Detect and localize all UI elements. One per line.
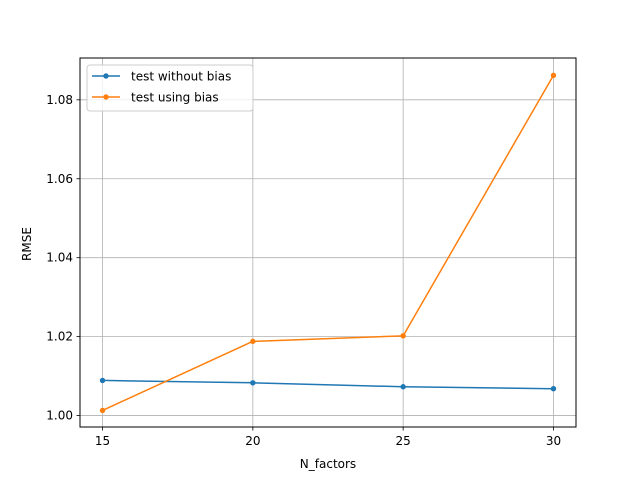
legend-swatch-marker — [103, 94, 109, 100]
x-tick-label: 25 — [396, 434, 411, 448]
x-tick-label: 15 — [95, 434, 110, 448]
legend: test without bias test using bias — [86, 64, 254, 112]
series-1 — [99, 377, 557, 392]
legend-item: test using bias — [92, 91, 219, 105]
y-tick-label: 1.04 — [46, 251, 73, 265]
data-point — [400, 333, 406, 339]
data-point — [99, 377, 106, 384]
x-axis-label: N_factors — [300, 457, 356, 471]
x-tick-label: 20 — [245, 434, 260, 448]
data-point — [400, 384, 406, 390]
data-point — [99, 407, 106, 414]
series-layer — [99, 72, 557, 414]
legend-box — [86, 64, 254, 112]
y-tick-label: 1.00 — [46, 409, 73, 423]
series-line — [102, 379, 554, 390]
series-2 — [99, 72, 557, 414]
data-point — [250, 380, 256, 386]
plot-frame — [79, 57, 577, 428]
legend-label: test using bias — [131, 91, 219, 105]
legend-swatch-marker — [103, 73, 109, 79]
data-point — [250, 338, 256, 345]
data-point — [550, 386, 557, 392]
x-tick-label: 30 — [546, 434, 561, 448]
y-tick-label: 1.06 — [46, 172, 73, 186]
legend-label: test without bias — [131, 70, 231, 84]
y-axis-label: RMSE — [20, 227, 34, 261]
axis-ticks: 15 20 25 30 1.00 1.02 1.04 1.06 1.08 — [46, 93, 561, 448]
data-point — [550, 72, 557, 79]
series-line — [102, 74, 555, 412]
y-tick-label: 1.08 — [46, 93, 73, 107]
y-tick-label: 1.02 — [46, 330, 73, 344]
legend-item: test without bias — [92, 70, 231, 84]
